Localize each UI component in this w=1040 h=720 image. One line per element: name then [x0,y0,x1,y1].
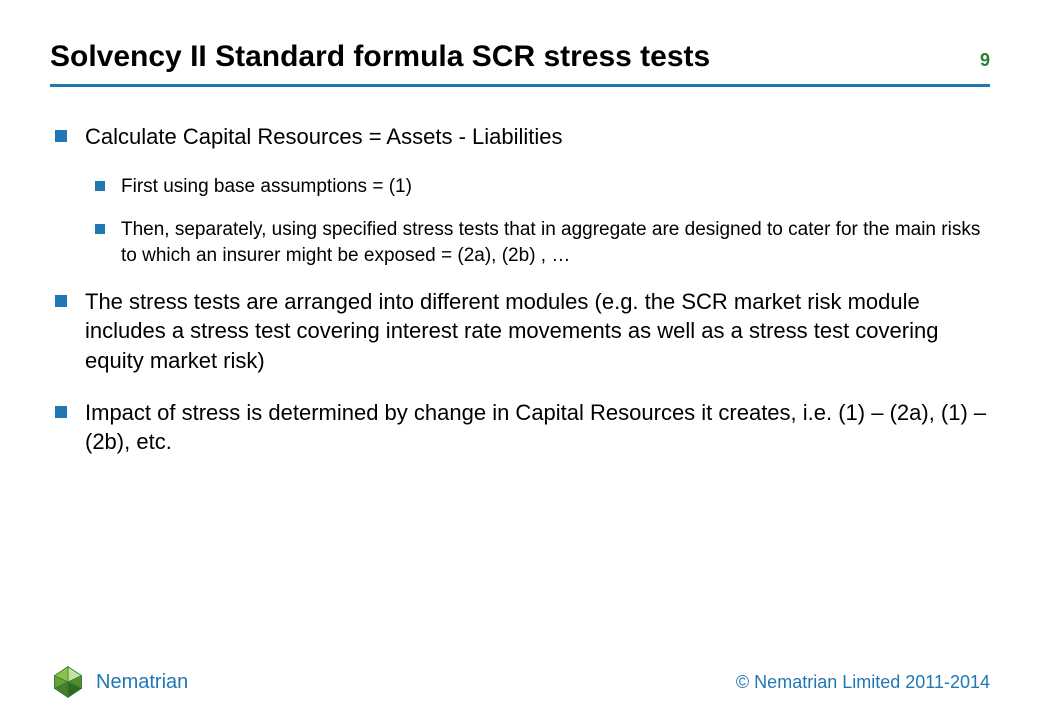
page-number: 9 [980,50,990,71]
bullet-item: Calculate Capital Resources = Assets - L… [55,122,990,152]
slide-footer: Nematrian © Nematrian Limited 2011-2014 [50,664,990,700]
bullet-sub-group: First using base assumptions = (1) Then,… [55,174,990,269]
footer-brand-group: Nematrian [50,664,188,700]
slide-content: Calculate Capital Resources = Assets - L… [50,122,990,457]
bullet-item: Impact of stress is determined by change… [55,398,990,457]
slide-header: Solvency II Standard formula SCR stress … [50,40,990,87]
bullet-text: Calculate Capital Resources = Assets - L… [85,122,990,152]
bullet-text: The stress tests are arranged into diffe… [85,287,990,376]
bullet-text: Then, separately, using specified stress… [121,217,990,268]
slide: Solvency II Standard formula SCR stress … [0,0,1040,720]
nematrian-logo-icon [50,664,86,700]
bullet-text: Impact of stress is determined by change… [85,398,990,457]
brand-name: Nematrian [96,671,188,694]
bullet-marker-icon [95,181,105,191]
bullet-text: First using base assumptions = (1) [121,174,990,200]
bullet-item: First using base assumptions = (1) [95,174,990,200]
bullet-marker-icon [55,406,67,418]
slide-title: Solvency II Standard formula SCR stress … [50,40,710,74]
bullet-marker-icon [55,130,67,142]
bullet-marker-icon [55,295,67,307]
bullet-item: The stress tests are arranged into diffe… [55,287,990,376]
bullet-item: Then, separately, using specified stress… [95,217,990,268]
copyright-text: © Nematrian Limited 2011-2014 [736,672,990,693]
bullet-marker-icon [95,224,105,234]
